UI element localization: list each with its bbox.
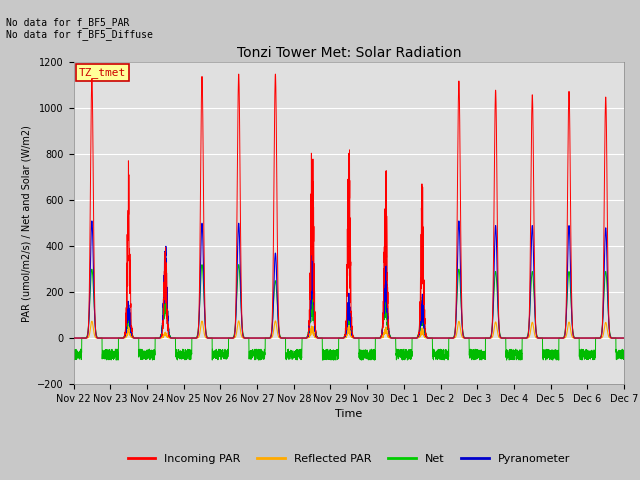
Text: TZ_tmet: TZ_tmet	[79, 67, 126, 78]
Text: No data for f_BF5_PAR: No data for f_BF5_PAR	[6, 17, 130, 28]
Legend: Incoming PAR, Reflected PAR, Net, Pyranometer: Incoming PAR, Reflected PAR, Net, Pyrano…	[123, 450, 575, 468]
X-axis label: Time: Time	[335, 409, 362, 419]
Text: No data for f_BF5_Diffuse: No data for f_BF5_Diffuse	[6, 29, 153, 40]
Title: Tonzi Tower Met: Solar Radiation: Tonzi Tower Met: Solar Radiation	[237, 46, 461, 60]
Y-axis label: PAR (umol/m2/s) / Net and Solar (W/m2): PAR (umol/m2/s) / Net and Solar (W/m2)	[22, 125, 32, 322]
